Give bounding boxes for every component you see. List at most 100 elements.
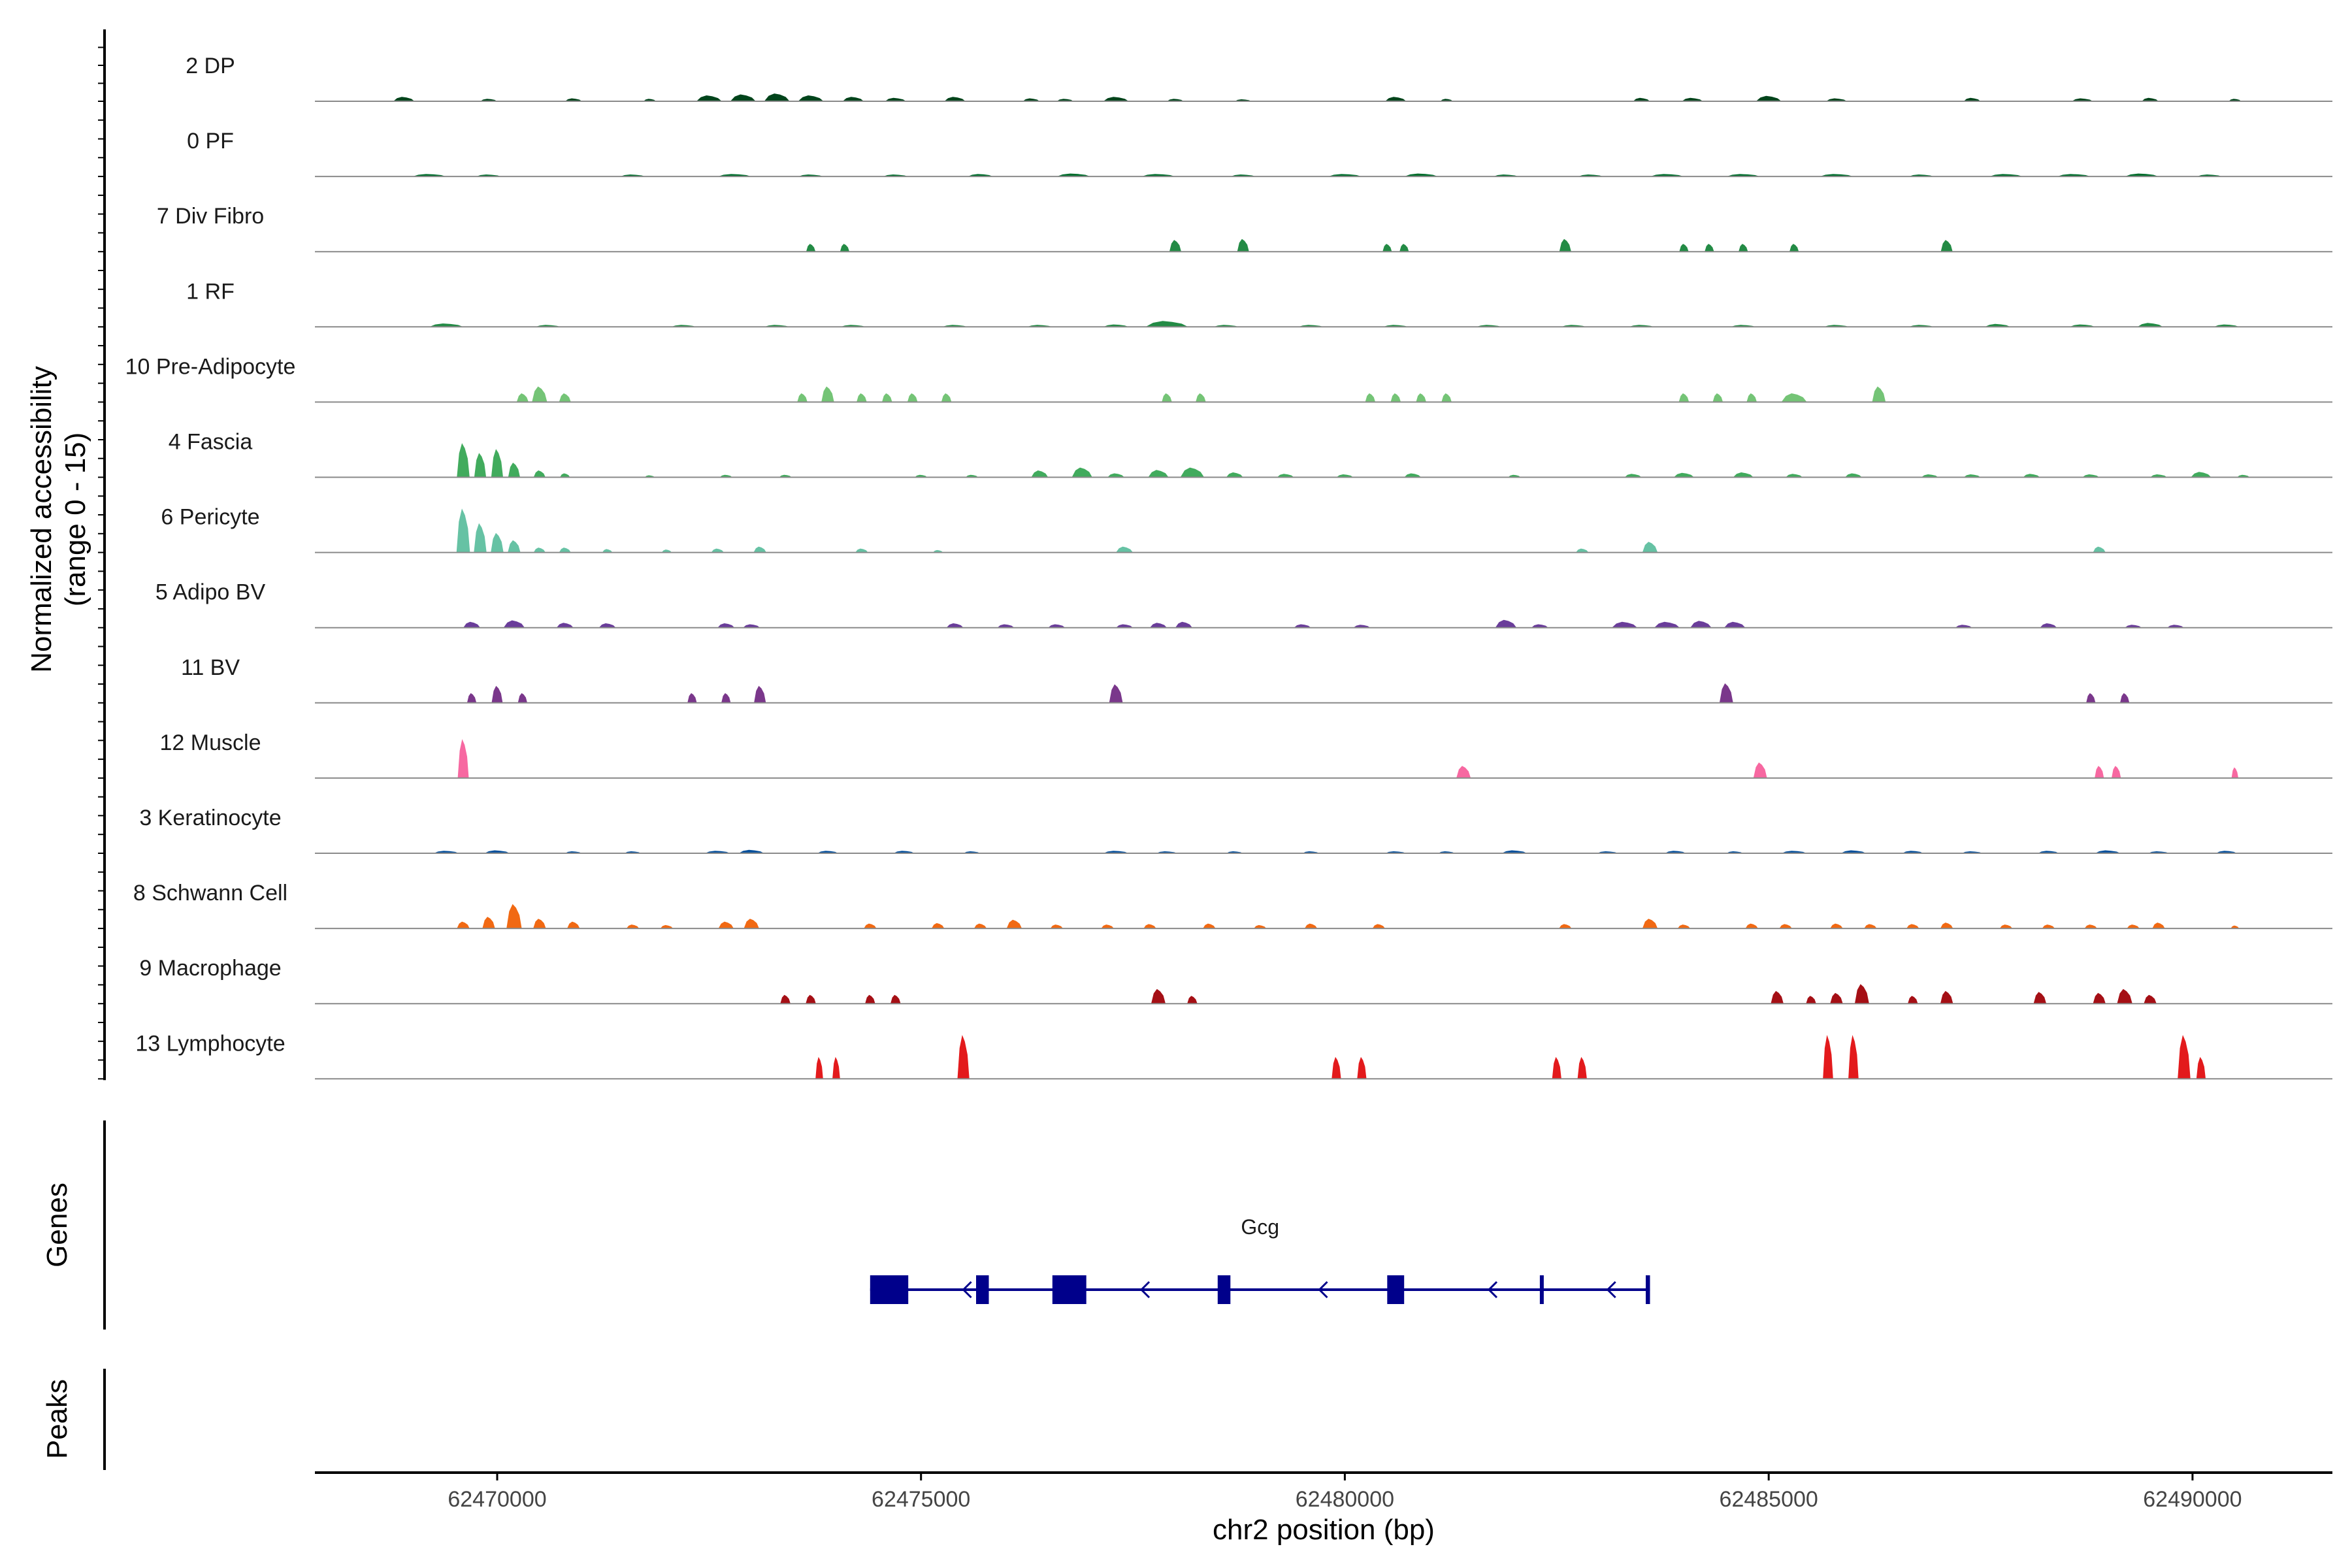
coverage-peak	[1678, 393, 1690, 402]
coverage-peak	[1806, 996, 1816, 1004]
coverage-peak	[1840, 850, 1867, 853]
coverage-peak	[2040, 623, 2057, 628]
coverage-peak	[1109, 684, 1123, 703]
track-13: 9 Macrophage	[139, 956, 2332, 1005]
track-label: 13 Lymphocyte	[135, 1031, 285, 1056]
track-label: 5 Adipo BV	[155, 580, 266, 605]
coverage-peak	[738, 849, 764, 853]
coverage-peak	[1963, 474, 1981, 478]
x-tick-label: 62485000	[1720, 1487, 1818, 1512]
track-label: 7 Div Fibro	[157, 204, 264, 229]
coverage-peak	[821, 386, 834, 402]
coverage-peak	[941, 393, 952, 402]
track-6: 4 Fascia	[169, 430, 2332, 478]
coverage-peak	[1771, 990, 1784, 1004]
coverage-peak	[1237, 238, 1249, 252]
coverage-peak	[865, 994, 875, 1004]
coverage-peak	[1985, 323, 2010, 327]
coverage-peak	[1559, 238, 1571, 252]
coverage-peak	[973, 923, 987, 929]
coverage-peak	[533, 470, 546, 478]
coverage-peak	[1999, 924, 2013, 929]
coverage-peak	[857, 393, 867, 402]
track-label: 8 Schwann Cell	[133, 881, 287, 906]
coverage-peak	[2231, 767, 2238, 778]
coverage-peak	[1577, 1056, 1587, 1079]
track-label: 6 Pericyte	[161, 505, 259, 530]
coverage-peak	[1048, 624, 1066, 628]
coverage-peak	[1642, 919, 1658, 929]
coverage-peak	[753, 546, 766, 553]
coverage-peak	[944, 97, 966, 101]
coverage-peak	[1390, 393, 1401, 402]
coverage-peak	[491, 449, 503, 478]
coverage-peak	[687, 693, 697, 703]
coverage-peak	[660, 924, 674, 929]
coverage-peak	[556, 623, 574, 628]
coverage-peak	[1331, 1056, 1341, 1079]
coverage-peak	[1175, 621, 1192, 628]
coverage-peak	[1753, 762, 1767, 778]
coverage-peak	[743, 624, 760, 628]
gene-exon	[976, 1275, 989, 1304]
strand-arrow-icon	[1318, 1281, 1328, 1299]
coverage-peak	[1148, 470, 1169, 478]
coverage-peak	[2178, 1035, 2191, 1079]
coverage-peak	[1940, 923, 1953, 929]
coverage-peak	[1050, 924, 1063, 929]
coverage-peak	[567, 921, 580, 929]
coverage-peak	[661, 549, 672, 553]
coverage-peak	[1690, 621, 1712, 628]
track-label: 1 RF	[186, 279, 235, 304]
coverage-peak	[506, 904, 522, 929]
x-tick-label: 62475000	[872, 1487, 970, 1512]
coverage-peak	[1786, 474, 1803, 478]
coverage-peak	[1150, 623, 1167, 628]
gene-exon	[870, 1275, 909, 1304]
coverage-peak	[1101, 924, 1114, 929]
coverage-peak	[1779, 924, 1792, 929]
coverage-peak	[1107, 473, 1125, 478]
gene-exon	[1387, 1275, 1405, 1304]
coverage-y-axis-subtitle: (range 0 - 15)	[59, 433, 91, 607]
coverage-peak	[1823, 1035, 1833, 1079]
coverage-peak	[457, 921, 470, 929]
coverage-peak	[1116, 624, 1134, 628]
coverage-y-axis	[98, 29, 106, 1081]
coverage-peak	[1712, 393, 1723, 402]
peaks-track-title: Peaks	[41, 1379, 73, 1459]
coverage-peak	[1906, 924, 1919, 929]
coverage-peak	[743, 919, 759, 929]
coverage-peak	[1739, 244, 1748, 252]
track-label: 3 Keratinocyte	[139, 806, 281, 830]
x-tick-label: 62480000	[1296, 1487, 1394, 1512]
coverage-y-axis-title: Normalized accessibility	[25, 366, 57, 672]
coverage-peak	[797, 393, 808, 402]
coverage-peak	[491, 685, 503, 703]
coverage-peak	[864, 923, 877, 929]
x-axis-title: chr2 position (bp)	[1213, 1514, 1435, 1546]
coverage-peak	[2144, 994, 2157, 1004]
coverage-peak	[832, 1056, 840, 1079]
strand-arrow-icon	[1606, 1281, 1616, 1299]
coverage-peak	[1705, 244, 1714, 252]
track-3: 7 Div Fibro	[157, 204, 2332, 253]
coverage-peak	[1642, 542, 1658, 553]
coverage-peak	[1864, 924, 1877, 929]
coverage-peak	[1963, 97, 1981, 101]
coverage-peak	[931, 923, 945, 929]
coverage-peak	[1940, 240, 1953, 252]
coverage-peak	[1353, 625, 1371, 628]
coverage-peak	[1576, 548, 1589, 553]
coverage-peak	[1612, 621, 1638, 628]
coverage-peak	[718, 921, 734, 929]
track-11: 3 Keratinocyte	[139, 806, 2332, 854]
coverage-peak	[598, 623, 616, 628]
coverage-peak	[2084, 924, 2097, 929]
coverage-peak	[456, 508, 470, 553]
coverage-peak	[429, 323, 464, 327]
coverage-peak	[711, 548, 724, 553]
track-9: 11 BV	[181, 655, 2332, 704]
gene-exon	[1646, 1275, 1650, 1304]
coverage-peak	[457, 739, 469, 778]
